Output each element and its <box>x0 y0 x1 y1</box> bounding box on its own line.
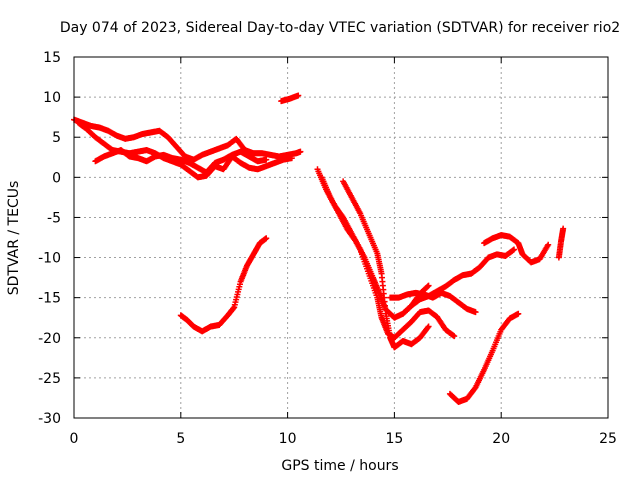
y-tick-label: 15 <box>43 50 61 66</box>
y-tick-label: 5 <box>52 130 61 146</box>
x-tick-label: 25 <box>599 431 617 447</box>
data-series <box>555 225 567 261</box>
y-tick-label: -10 <box>38 251 61 267</box>
data-series <box>481 232 552 266</box>
x-tick-label: 10 <box>279 431 297 447</box>
data-point <box>263 156 270 163</box>
x-tick-label: 15 <box>385 431 403 447</box>
y-tick-label: -15 <box>38 291 61 307</box>
x-tick-label: 0 <box>70 431 79 447</box>
data-point <box>297 148 304 155</box>
data-point <box>472 309 479 316</box>
data-series <box>340 178 432 351</box>
axes-frame <box>73 56 609 419</box>
data-point <box>424 324 431 331</box>
y-tick-label: -25 <box>38 371 61 387</box>
y-axis-label: SDTVAR / TECUs <box>6 181 22 296</box>
data-point <box>263 235 270 242</box>
data-series <box>92 147 270 176</box>
data-point <box>424 283 431 290</box>
plot-frame <box>73 56 609 419</box>
y-tick-label: -5 <box>47 210 61 226</box>
data-point <box>425 282 432 289</box>
tick-labels: 0 5 10 15 20 25 -30 -25 -20 -15 -10 -5 0 5 10 15 <box>38 50 617 447</box>
data-series <box>278 92 302 105</box>
data-point <box>451 333 458 340</box>
data-point <box>560 225 567 232</box>
data-marks <box>71 92 567 405</box>
x-tick-label: 20 <box>492 431 510 447</box>
y-tick-label: 10 <box>43 90 61 106</box>
data-point <box>511 246 518 253</box>
grid-lines <box>74 57 608 418</box>
chart-title: Day 074 of 2023, Sidereal Day-to-day VTE… <box>60 20 620 36</box>
data-point <box>288 155 295 162</box>
data-point <box>515 310 522 317</box>
y-tick-label: -20 <box>38 331 61 347</box>
y-tick-label: 0 <box>52 170 61 186</box>
y-tick-label: -30 <box>38 411 61 427</box>
x-tick-label: 5 <box>176 431 185 447</box>
data-series <box>399 246 518 317</box>
data-point <box>295 92 302 99</box>
data-series <box>177 235 270 335</box>
data-point <box>545 241 552 248</box>
data-series <box>446 310 522 405</box>
data-point <box>425 323 432 330</box>
x-axis-label: GPS time / hours <box>281 458 398 474</box>
